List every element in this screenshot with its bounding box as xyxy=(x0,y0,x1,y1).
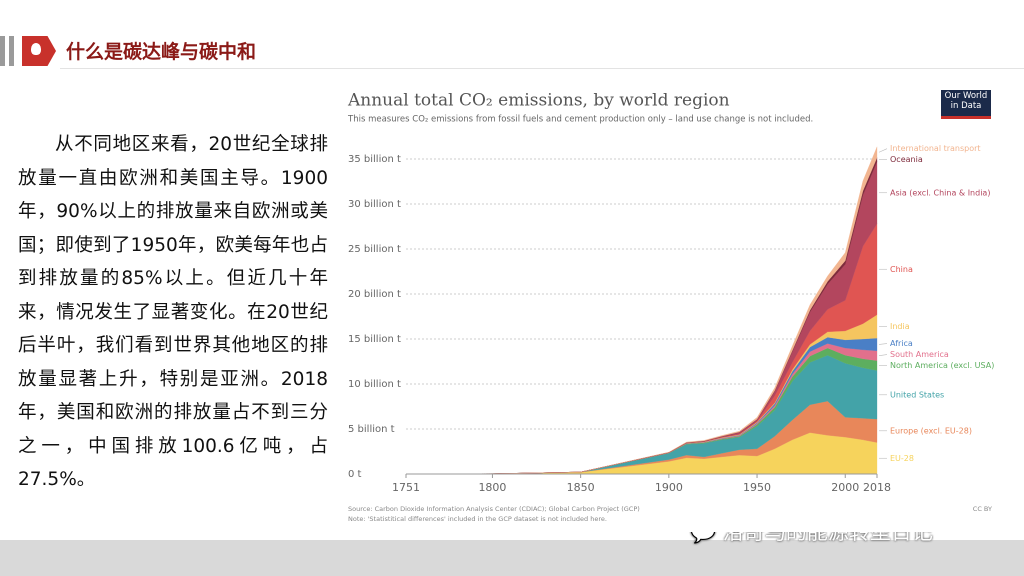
logo-box xyxy=(941,90,991,118)
x-tick-label: 1950 xyxy=(743,481,771,494)
chart-subtitle: This measures CO₂ emissions from fossil … xyxy=(347,115,813,125)
header-rule xyxy=(60,68,1024,69)
paragraph: 从不同地区来看，20世纪全球排放量一直由欧洲和美国主导。1900年，90%以上的… xyxy=(18,134,328,490)
chart: Annual total CO₂ emissions, by world reg… xyxy=(335,82,1005,532)
logo-rule xyxy=(941,116,991,119)
y-tick-label: 20 billion t xyxy=(348,289,401,300)
legend-leader xyxy=(878,354,888,356)
x-tick-label: 2000 xyxy=(831,481,859,494)
header-title: 什么是碳达峰与碳中和 xyxy=(66,41,257,63)
y-tick-label: 0 t xyxy=(348,469,362,480)
legend-label: India xyxy=(890,322,910,331)
logo-text: Our World in Data xyxy=(944,91,988,111)
y-tick-label: 15 billion t xyxy=(348,334,401,345)
x-tick-label: 1800 xyxy=(478,481,506,494)
y-tick-label: 5 billion t xyxy=(348,424,395,435)
y-tick-label: 35 billion t xyxy=(348,154,401,165)
x-tick-label: 1900 xyxy=(655,481,683,494)
chart-source: Source: Carbon Dioxide Information Analy… xyxy=(348,505,640,513)
area xyxy=(405,146,878,475)
header-stripe xyxy=(9,36,14,66)
chart-license: CC BY xyxy=(973,505,992,513)
legend-leader xyxy=(878,343,888,345)
y-tick-label: 25 billion t xyxy=(348,244,401,255)
y-tick-label: 30 billion t xyxy=(348,199,401,210)
x-tick-label: 2018 xyxy=(863,481,891,494)
x-tick-label: 1850 xyxy=(567,481,595,494)
legend-label: Africa xyxy=(890,339,913,348)
x-tick-label: 1751 xyxy=(392,481,420,494)
chart-note: Note: 'Statistitical differences' includ… xyxy=(348,515,607,523)
legend-label: Asia (excl. China & India) xyxy=(890,188,990,197)
legend-label: International transport xyxy=(890,144,981,153)
legend-label: EU-28 xyxy=(890,454,914,463)
header-stripe xyxy=(0,36,5,66)
chart-title: Annual total CO₂ emissions, by world reg… xyxy=(347,91,730,111)
header: 什么是碳达峰与碳中和 xyxy=(0,30,1024,70)
legend-label: Europe (excl. EU-28) xyxy=(890,426,972,435)
legend-label: Oceania xyxy=(890,155,923,164)
legend-leader xyxy=(878,148,888,153)
header-icon xyxy=(22,36,56,66)
legend-label: United States xyxy=(890,390,944,399)
legend-label: South America xyxy=(890,350,949,359)
legend-label: China xyxy=(890,265,913,274)
legend-label: North America (excl. USA) xyxy=(890,361,994,370)
footer-band xyxy=(0,540,1024,576)
y-tick-label: 10 billion t xyxy=(348,379,401,390)
